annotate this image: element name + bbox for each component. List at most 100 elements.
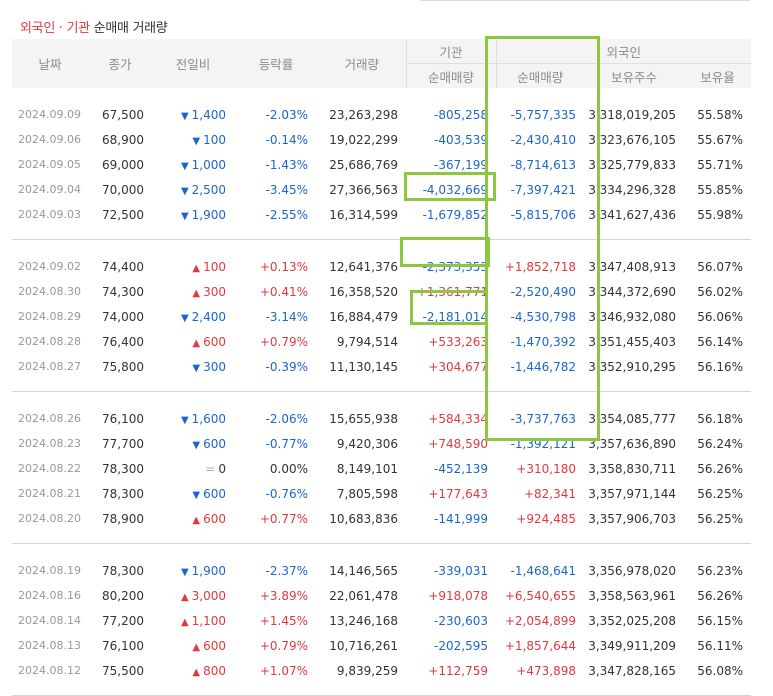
cell-close: 67,500 — [102, 107, 144, 122]
up-arrow-icon: ▲ — [192, 514, 201, 526]
cell-change-value: 600 — [203, 638, 226, 653]
cell-rate: +0.77% — [259, 511, 308, 526]
cell-inst-net: +177,643 — [428, 486, 488, 501]
cell-change: ▼ 2,400 — [152, 304, 234, 329]
cell-change-value: 100 — [203, 259, 226, 274]
table-row: 2024.08.12 75,500 ▲ 800 +1.07% 9,839,259 +112,… — [12, 658, 751, 683]
col-header-date: 날짜 — [12, 39, 88, 88]
cell-ratio: 56.15% — [697, 613, 743, 628]
col-header-change: 전일비 — [152, 39, 234, 88]
cell-volume: 15,655,938 — [329, 411, 398, 426]
cell-inst-net: -1,679,852 — [422, 207, 488, 222]
down-arrow-icon: ▼ — [192, 362, 201, 374]
cell-date: 2024.08.13 — [18, 639, 81, 652]
cell-change: ▼ 1,600 — [152, 406, 234, 431]
cell-inst-net: +1,361,771 — [416, 284, 488, 299]
cell-date: 2024.08.30 — [18, 285, 81, 298]
cell-holdings: 3,354,085,777 — [588, 411, 676, 426]
cell-change-value: 1,100 — [191, 613, 226, 628]
cell-close: 72,500 — [102, 207, 144, 222]
cell-ratio: 56.02% — [697, 284, 743, 299]
cell-close: 74,000 — [102, 309, 144, 324]
cell-ratio: 56.25% — [697, 486, 743, 501]
cell-foreign-net: +2,054,899 — [504, 613, 576, 628]
cell-date: 2024.08.23 — [18, 437, 81, 450]
cell-close: 77,700 — [102, 436, 144, 451]
cell-ratio: 56.08% — [697, 663, 743, 678]
cell-inst-net: -339,031 — [434, 563, 488, 578]
cell-foreign-net: +6,540,655 — [504, 588, 576, 603]
cell-holdings: 3,358,830,711 — [588, 461, 676, 476]
down-arrow-icon: ▼ — [180, 185, 189, 197]
cell-holdings: 3,347,408,913 — [588, 259, 676, 274]
table-row: 2024.08.14 77,200 ▲ 1,100 +1.45% 13,246,168 -2… — [12, 608, 751, 633]
cell-date: 2024.08.22 — [18, 462, 81, 475]
cell-change: ▲ 100 — [152, 254, 234, 279]
cell-holdings: 3,334,296,328 — [588, 182, 676, 197]
table-row: 2024.08.29 74,000 ▼ 2,400 -3.14% 16,884,479 -2… — [12, 304, 751, 329]
cell-volume: 16,314,599 — [329, 207, 398, 222]
cell-volume: 10,716,261 — [329, 638, 398, 653]
down-arrow-icon: ▼ — [180, 210, 189, 222]
cell-volume: 27,366,563 — [329, 182, 398, 197]
cell-change: ▼ 1,900 — [152, 202, 234, 227]
cell-change-value: 600 — [203, 486, 226, 501]
cell-rate: +0.79% — [259, 638, 308, 653]
cell-close: 78,300 — [102, 563, 144, 578]
cell-foreign-net: -3,737,763 — [510, 411, 576, 426]
cell-inst-net: -403,539 — [434, 132, 488, 147]
cell-date: 2024.08.20 — [18, 512, 81, 525]
cell-change-value: 0 — [218, 461, 226, 476]
group-divider — [12, 683, 751, 696]
cell-rate: +0.13% — [259, 259, 308, 274]
cell-change-value: 600 — [203, 436, 226, 451]
cell-volume: 23,263,298 — [329, 107, 398, 122]
cell-change: ▼ 600 — [152, 431, 234, 456]
cell-change: ▼ 1,400 — [152, 102, 234, 127]
cell-change: ▼ 2,500 — [152, 177, 234, 202]
down-arrow-icon: ▼ — [192, 135, 201, 147]
cell-ratio: 56.25% — [697, 511, 743, 526]
cell-rate: -0.77% — [265, 436, 308, 451]
cell-change-value: 1,900 — [191, 207, 226, 222]
cell-close: 75,500 — [102, 663, 144, 678]
cell-holdings: 3,325,779,833 — [588, 157, 676, 172]
cell-rate: -2.55% — [265, 207, 308, 222]
cell-ratio: 56.14% — [697, 334, 743, 349]
cell-volume: 14,146,565 — [329, 563, 398, 578]
cell-ratio: 56.26% — [697, 461, 743, 476]
cell-change: ▼ 100 — [152, 127, 234, 152]
cell-rate: +1.45% — [259, 613, 308, 628]
cell-holdings: 3,346,932,080 — [588, 309, 676, 324]
cell-rate: -0.39% — [265, 359, 308, 374]
investor-trading-table: 날짜 종가 전일비 등락률 거래량 기관 외국인 순매매량 순매매량 보유주수 … — [12, 39, 751, 696]
col-header-volume: 거래량 — [318, 39, 406, 88]
cell-rate: -3.14% — [265, 309, 308, 324]
group-divider — [12, 227, 751, 240]
cell-foreign-net: -2,520,490 — [510, 284, 576, 299]
section-title: 외국인 · 기관 순매매 거래량 — [20, 17, 168, 36]
cell-volume: 11,130,145 — [329, 359, 398, 374]
cell-volume: 9,794,514 — [336, 334, 398, 349]
cell-rate: -0.76% — [265, 486, 308, 501]
cell-close: 74,300 — [102, 284, 144, 299]
cell-rate: +0.41% — [259, 284, 308, 299]
cell-change: ▲ 800 — [152, 658, 234, 683]
cell-inst-net: -141,999 — [434, 511, 488, 526]
cell-foreign-net: -1,446,782 — [510, 359, 576, 374]
cell-volume: 7,805,598 — [336, 486, 398, 501]
cell-ratio: 56.18% — [697, 411, 743, 426]
cell-change: ▲ 600 — [152, 633, 234, 658]
down-arrow-icon: ▼ — [180, 414, 189, 426]
cell-change: ▲ 3,000 — [152, 583, 234, 608]
col-header-close: 종가 — [88, 39, 152, 88]
cell-change: = 0 — [152, 456, 234, 481]
cell-holdings: 3,357,636,890 — [588, 436, 676, 451]
table-row: 2024.08.21 78,300 ▼ 600 -0.76% 7,805,598 +177,… — [12, 481, 751, 506]
cell-inst-net: +304,677 — [428, 359, 488, 374]
table-row: 2024.08.16 80,200 ▲ 3,000 +3.89% 22,061,478 +9… — [12, 583, 751, 608]
cell-ratio: 55.85% — [697, 182, 743, 197]
row-spacer — [12, 88, 751, 102]
section-title-text: 순매매 거래량 — [93, 21, 168, 36]
cell-volume: 19,022,299 — [329, 132, 398, 147]
